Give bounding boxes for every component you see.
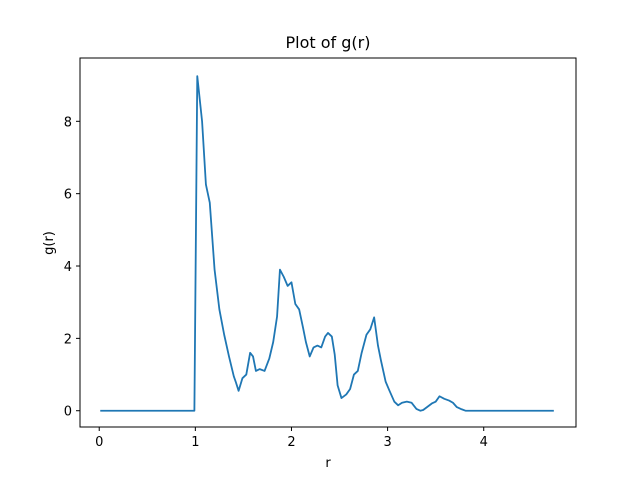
plot-frame bbox=[79, 57, 577, 428]
x-tick-label: 2 bbox=[287, 435, 295, 450]
y-tick-label: 2 bbox=[64, 332, 72, 347]
series-line bbox=[100, 75, 554, 412]
x-tick-label: 3 bbox=[383, 435, 391, 450]
x-axis-label: r bbox=[325, 456, 331, 471]
y-tick-label: 4 bbox=[64, 260, 72, 275]
x-tick-label: 0 bbox=[95, 435, 103, 450]
y-tick-label: 6 bbox=[64, 188, 72, 203]
x-tick-label: 4 bbox=[480, 435, 488, 450]
chart-title: Plot of g(r) bbox=[286, 33, 371, 52]
y-tick-label: 0 bbox=[64, 405, 72, 420]
y-tick-label: 8 bbox=[64, 115, 72, 130]
y-axis-label: g(r) bbox=[42, 231, 57, 255]
plot-area: 0 1 2 3 4 0 2 4 6 8 bbox=[64, 57, 577, 450]
x-tick-label: 1 bbox=[191, 435, 199, 450]
